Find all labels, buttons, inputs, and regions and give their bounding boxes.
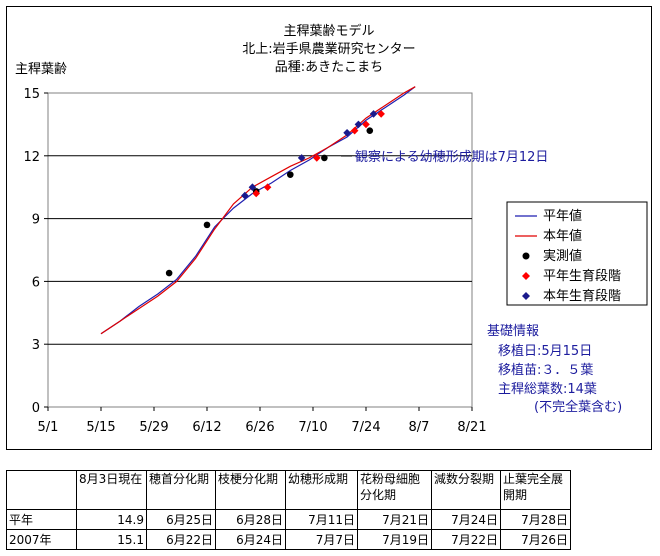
table-row: 平年 14.9 6月25日 6月28日 7月11日 7月21日 7月24日 7月… bbox=[6, 509, 571, 530]
table-header-cell: 花粉母細胞分化期 bbox=[357, 470, 432, 510]
point-平年生育段階 bbox=[312, 154, 321, 162]
y-tick-label: 3 bbox=[32, 338, 40, 353]
point-本年生育段階 bbox=[369, 110, 378, 118]
x-tick-label: 5/1 bbox=[38, 420, 59, 435]
series-line-本年値 bbox=[100, 86, 416, 335]
info-line-1: 移植日:5月15日 bbox=[498, 344, 592, 359]
table-cell: 15.1 bbox=[76, 529, 147, 550]
annotation-text: 観察による幼穂形成期は7月12日 bbox=[355, 150, 548, 165]
point-平年生育段階 bbox=[263, 183, 272, 191]
chart-frame: 主稈葉齢モデル 北上:岩手県農業研究センター 品種:あきたこまち 主稈葉齢 0 3… bbox=[6, 6, 652, 450]
point-本年生育段階 bbox=[354, 120, 363, 129]
info-line-4: (不完全葉含む) bbox=[534, 399, 622, 415]
chart-title-line-1: 主稈葉齢モデル bbox=[283, 23, 374, 39]
table-header-cell bbox=[6, 470, 77, 510]
x-tick-label: 6/26 bbox=[245, 420, 274, 435]
point-実測値 bbox=[321, 154, 328, 162]
point-平年生育段階 bbox=[377, 110, 385, 118]
point-平年生育段階 bbox=[252, 189, 261, 198]
table-cell: 7月11日 bbox=[285, 509, 358, 530]
legend-box bbox=[506, 201, 648, 306]
series-lines bbox=[100, 86, 416, 335]
table-cell-label: 平年 bbox=[6, 509, 77, 530]
point-実測値 bbox=[286, 171, 294, 178]
legend-swatch-本年生育段階 bbox=[522, 292, 530, 300]
chart-title-line-2: 北上:岩手県農業研究センター bbox=[242, 41, 415, 57]
grid-lines bbox=[44, 92, 473, 411]
table-cell: 7月7日 bbox=[285, 529, 358, 550]
x-tick-label: 8/21 bbox=[457, 420, 486, 435]
chart-title-line-3: 品種:あきたこまち bbox=[275, 59, 383, 75]
legend-label-本年生育段階: 本年生育段階 bbox=[543, 288, 621, 304]
y-tick-labels: 0 3 6 9 12 15 bbox=[23, 87, 40, 416]
table-cell: 7月26日 bbox=[500, 529, 571, 550]
y-tick-label: 6 bbox=[32, 275, 40, 290]
x-tick-labels: 5/1 5/15 5/29 6/12 6/26 7/10 7/24 8/7 8/21 bbox=[38, 420, 487, 435]
point-実測値 bbox=[165, 269, 173, 277]
info-heading: 基礎情報 bbox=[487, 324, 539, 339]
x-tick-label: 5/29 bbox=[139, 420, 168, 435]
table-cell-label: 2007年 bbox=[6, 529, 77, 550]
table-cell: 6月25日 bbox=[146, 509, 216, 530]
table-cell: 6月22日 bbox=[146, 529, 216, 550]
table-cell: 7月28日 bbox=[500, 509, 571, 530]
table-cell: 7月21日 bbox=[357, 509, 432, 530]
legend-swatch-平年生育段階 bbox=[522, 272, 530, 280]
point-実測値 bbox=[203, 221, 211, 229]
legend-label-本年値: 本年値 bbox=[543, 228, 582, 244]
x-tick-label: 6/12 bbox=[192, 420, 221, 435]
table-cell: 7月22日 bbox=[431, 529, 501, 550]
table-header-cell: 穂首分化期 bbox=[146, 470, 216, 510]
basic-info: 基礎情報 移植日:5月15日 移植苗:３．５葉 主稈総葉数:14葉 (不完全葉含… bbox=[487, 324, 622, 415]
y-axis-label: 主稈葉齢 bbox=[15, 62, 67, 77]
y-tick-label: 0 bbox=[32, 401, 40, 416]
table-header-cell: 枝梗分化期 bbox=[215, 470, 286, 510]
leaf-age-chart: 主稈葉齢モデル 北上:岩手県農業研究センター 品種:あきたこまち 主稈葉齢 0 3… bbox=[15, 23, 648, 435]
point-本年生育段階 bbox=[297, 154, 306, 162]
x-tick-label: 7/24 bbox=[351, 420, 380, 435]
table-cell: 6月28日 bbox=[215, 509, 286, 530]
table-header-row: 8月3日現在 穂首分化期 枝梗分化期 幼穂形成期 花粉母細胞分化期 減数分裂期 … bbox=[6, 470, 571, 510]
point-実測値 bbox=[366, 127, 374, 134]
table-cell: 7月24日 bbox=[431, 509, 501, 530]
table-header-cell: 減数分裂期 bbox=[431, 470, 501, 510]
x-tick-label: 7/10 bbox=[298, 420, 327, 435]
series-line-平年値 bbox=[100, 86, 416, 335]
point-本年生育段階 bbox=[248, 183, 257, 191]
x-tick-label: 8/7 bbox=[409, 420, 430, 435]
legend-swatch-実測値 bbox=[522, 252, 530, 260]
point-平年生育段階 bbox=[350, 126, 359, 135]
table-cell: 14.9 bbox=[76, 509, 147, 530]
table-header-cell: 止葉完全展開期 bbox=[500, 470, 571, 510]
info-line-2: 移植苗:３．５葉 bbox=[498, 363, 593, 378]
point-平年生育段階 bbox=[362, 120, 370, 129]
table-header-cell: 8月3日現在 bbox=[76, 470, 147, 510]
y-tick-label: 15 bbox=[23, 87, 40, 102]
plot-area bbox=[47, 92, 473, 408]
legend-label-平年生育段階: 平年生育段階 bbox=[543, 268, 621, 284]
table-cell: 7月19日 bbox=[357, 529, 432, 550]
info-line-3: 主稈総葉数:14葉 bbox=[498, 382, 597, 397]
legend-label-実測値: 実測値 bbox=[543, 248, 582, 264]
y-tick-label: 12 bbox=[23, 150, 40, 165]
growth-stage-table: 8月3日現在 穂首分化期 枝梗分化期 幼穂形成期 花粉母細胞分化期 減数分裂期 … bbox=[6, 470, 571, 550]
y-tick-label: 9 bbox=[32, 213, 40, 228]
legend: 平年値 本年値 実測値 平年生育段階 本年生育段階 bbox=[506, 201, 648, 306]
legend-label-平年値: 平年値 bbox=[543, 208, 582, 224]
point-本年生育段階 bbox=[241, 191, 249, 200]
table-cell: 6月24日 bbox=[215, 529, 286, 550]
x-tick-label: 5/15 bbox=[86, 420, 115, 435]
table-header-cell: 幼穂形成期 bbox=[285, 470, 358, 510]
table-row: 2007年 15.1 6月22日 6月24日 7月7日 7月19日 7月22日 … bbox=[6, 529, 571, 550]
